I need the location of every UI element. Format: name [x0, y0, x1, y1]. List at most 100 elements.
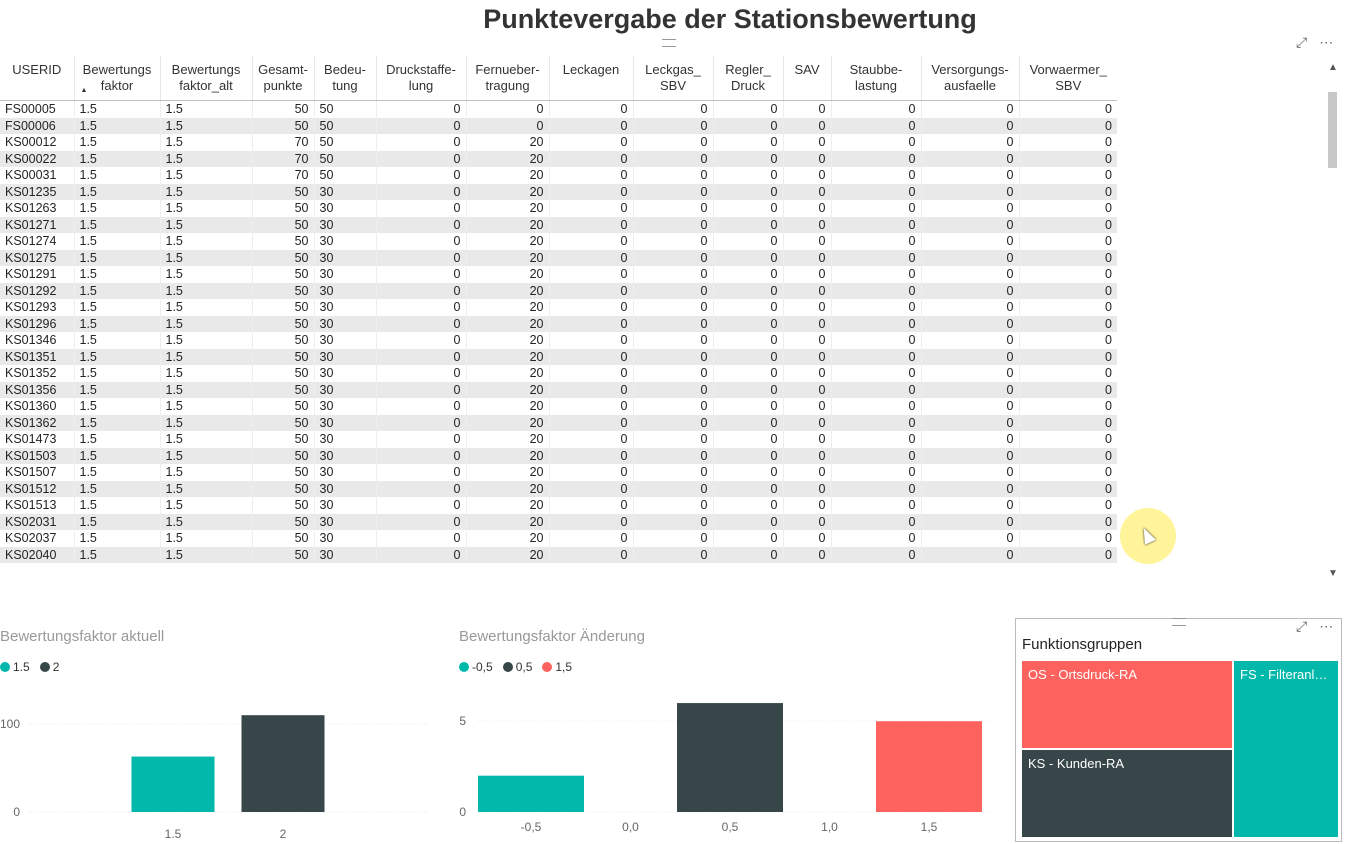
- legend-item[interactable]: -0,5: [459, 660, 493, 674]
- table-row[interactable]: KS02040 1.5 1.5 50 30 0 20 0 0 0 0 0 0 0: [0, 546, 1117, 563]
- table-cell-regler: 0: [712, 464, 783, 481]
- table-row[interactable]: FS00006 1.5 1.5 50 50 0 0 0 0 0 0 0 0 0: [0, 117, 1117, 134]
- table-cell-leck: 0: [548, 299, 633, 316]
- focus-mode-icon[interactable]: ⤢: [1296, 34, 1308, 50]
- table-row[interactable]: KS01507 1.5 1.5 50 30 0 20 0 0 0 0 0 0 0: [0, 464, 1117, 481]
- table-row[interactable]: KS01473 1.5 1.5 50 30 0 20 0 0 0 0 0 0 0: [0, 431, 1117, 448]
- treemap-cell-fs[interactable]: FS - Filteranlagen: [1234, 661, 1338, 837]
- table-row[interactable]: KS01274 1.5 1.5 50 30 0 20 0 0 0 0 0 0 0: [0, 233, 1117, 250]
- table-row[interactable]: KS00022 1.5 1.5 70 50 0 20 0 0 0 0 0 0 0: [0, 150, 1117, 167]
- column-header-bf[interactable]: Bewertungs faktor ▲: [73, 56, 160, 101]
- scroll-up-icon[interactable]: ▲: [1328, 62, 1338, 73]
- column-header-ges[interactable]: Gesamt- punkte: [251, 56, 314, 101]
- column-header-bed[interactable]: Bedeu- tung: [313, 56, 376, 101]
- table-cell-leck: 0: [548, 480, 633, 497]
- table-row[interactable]: KS01352 1.5 1.5 50 30 0 20 0 0 0 0 0 0 0: [0, 365, 1117, 382]
- column-header-fern[interactable]: Fernueber- tragung: [465, 56, 549, 101]
- table-cell-bfalt: 1.5: [159, 414, 252, 431]
- table-cell-vers: 0: [920, 266, 1019, 283]
- column-header-userid[interactable]: USERID: [0, 56, 74, 101]
- table-cell-bed: 50: [313, 167, 376, 184]
- table-row[interactable]: KS01263 1.5 1.5 50 30 0 20 0 0 0 0 0 0 0: [0, 200, 1117, 217]
- table-row[interactable]: KS01291 1.5 1.5 50 30 0 20 0 0 0 0 0 0 0: [0, 266, 1117, 283]
- table-row[interactable]: KS00012 1.5 1.5 70 50 0 20 0 0 0 0 0 0 0: [0, 134, 1117, 151]
- legend-item[interactable]: 0,5: [502, 660, 532, 674]
- table-cell-ges: 50: [251, 282, 314, 299]
- table-row[interactable]: KS01351 1.5 1.5 50 30 0 20 0 0 0 0 0 0 0: [0, 348, 1117, 365]
- table-row[interactable]: FS00005 1.5 1.5 50 50 0 0 0 0 0 0 0 0 0: [0, 100, 1117, 118]
- table-row[interactable]: KS01503 1.5 1.5 50 30 0 20 0 0 0 0 0 0 0: [0, 447, 1117, 464]
- table-cell-sav: 0: [782, 497, 831, 514]
- table-cell-leckgas: 0: [632, 480, 713, 497]
- table-drag-handle[interactable]: [662, 39, 676, 47]
- legend-label: 1,5: [555, 660, 573, 674]
- table-row[interactable]: KS01360 1.5 1.5 50 30 0 20 0 0 0 0 0 0 0: [0, 398, 1117, 415]
- table-cell-bed: 30: [313, 530, 376, 547]
- table-row[interactable]: KS01512 1.5 1.5 50 30 0 20 0 0 0 0 0 0 0: [0, 480, 1117, 497]
- legend-item[interactable]: 1,5: [542, 660, 572, 674]
- table-cell-fern: 20: [465, 249, 549, 266]
- table-cell-leck: 0: [548, 150, 633, 167]
- table-cell-leckgas: 0: [632, 134, 713, 151]
- legend-item[interactable]: 1.5: [0, 660, 30, 674]
- bar-1.5[interactable]: [131, 756, 215, 812]
- table-row[interactable]: KS01271 1.5 1.5 50 30 0 20 0 0 0 0 0 0 0: [0, 216, 1117, 233]
- table-cell-druck: 0: [375, 134, 466, 151]
- column-header-bfalt[interactable]: Bewertungs faktor_alt: [159, 56, 252, 101]
- table-scrollbar[interactable]: ▲ ▼: [1326, 62, 1340, 582]
- table-cell-regler: 0: [712, 332, 783, 349]
- column-header-leck[interactable]: Leckagen: [548, 56, 633, 101]
- table-cell-fern: 20: [465, 200, 549, 217]
- table-row[interactable]: KS01513 1.5 1.5 50 30 0 20 0 0 0 0 0 0 0: [0, 497, 1117, 514]
- column-header-vorw[interactable]: Vorwaermer_ SBV: [1018, 56, 1117, 101]
- table-row[interactable]: KS01362 1.5 1.5 50 30 0 20 0 0 0 0 0 0 0: [0, 414, 1117, 431]
- table-cell-regler: 0: [712, 117, 783, 134]
- table-cell-vers: 0: [920, 530, 1019, 547]
- table-cell-bfalt: 1.5: [159, 200, 252, 217]
- table-row[interactable]: KS00031 1.5 1.5 70 50 0 20 0 0 0 0 0 0 0: [0, 167, 1117, 184]
- treemap-cell-ks[interactable]: KS - Kunden-RA: [1022, 750, 1232, 837]
- table-cell-fern: 20: [465, 480, 549, 497]
- column-header-sav[interactable]: SAV: [782, 56, 831, 101]
- table-row[interactable]: KS01275 1.5 1.5 50 30 0 20 0 0 0 0 0 0 0: [0, 249, 1117, 266]
- table-row[interactable]: KS01356 1.5 1.5 50 30 0 20 0 0 0 0 0 0 0: [0, 381, 1117, 398]
- table-cell-leckgas: 0: [632, 546, 713, 563]
- scroll-down-icon[interactable]: ▼: [1328, 568, 1338, 579]
- bar-1,5[interactable]: [876, 721, 982, 812]
- column-header-leckgas[interactable]: Leckgas_ SBV: [632, 56, 713, 101]
- bar--0,5[interactable]: [478, 775, 584, 812]
- table-cell-bf: 1.5: [73, 398, 160, 415]
- table-cell-leckgas: 0: [632, 348, 713, 365]
- table-cell-bed: 30: [313, 480, 376, 497]
- table-row[interactable]: KS02037 1.5 1.5 50 30 0 20 0 0 0 0 0 0 0: [0, 530, 1117, 547]
- table-cell-vorw: 0: [1018, 315, 1117, 332]
- treemap-drag-handle[interactable]: [1172, 618, 1186, 626]
- focus-mode-icon[interactable]: ⤢: [1296, 618, 1308, 634]
- treemap-cell-os[interactable]: OS - Ortsdruck-RA: [1022, 661, 1232, 748]
- table-cell-regler: 0: [712, 134, 783, 151]
- table-row[interactable]: KS01296 1.5 1.5 50 30 0 20 0 0 0 0 0 0 0: [0, 315, 1117, 332]
- column-header-staub[interactable]: Staubbe- lastung: [830, 56, 921, 101]
- scroll-thumb[interactable]: [1328, 92, 1337, 168]
- table-cell-sav: 0: [782, 381, 831, 398]
- table-row[interactable]: KS02031 1.5 1.5 50 30 0 20 0 0 0 0 0 0 0: [0, 513, 1117, 530]
- table-row[interactable]: KS01292 1.5 1.5 50 30 0 20 0 0 0 0 0 0 0: [0, 282, 1117, 299]
- table-cell-bfalt: 1.5: [159, 431, 252, 448]
- table-cell-bed: 30: [313, 282, 376, 299]
- bar-0,5[interactable]: [677, 703, 783, 812]
- sort-ascending-icon[interactable]: ▲: [80, 87, 88, 94]
- table-cell-vorw: 0: [1018, 332, 1117, 349]
- table-row[interactable]: KS01235 1.5 1.5 50 30 0 20 0 0 0 0 0 0 0: [0, 183, 1117, 200]
- table-cell-leckgas: 0: [632, 381, 713, 398]
- more-options-icon[interactable]: ⋯: [1319, 618, 1334, 634]
- table-row[interactable]: KS01346 1.5 1.5 50 30 0 20 0 0 0 0 0 0 0: [0, 332, 1117, 349]
- column-header-vers[interactable]: Versorgungs- ausfaelle: [920, 56, 1019, 101]
- column-header-regler[interactable]: Regler_ Druck: [712, 56, 783, 101]
- bar-2[interactable]: [241, 715, 325, 812]
- table-cell-vers: 0: [920, 200, 1019, 217]
- legend-item[interactable]: 2: [39, 660, 59, 674]
- table-row[interactable]: KS01293 1.5 1.5 50 30 0 20 0 0 0 0 0 0 0: [0, 299, 1117, 316]
- table-cell-regler: 0: [712, 200, 783, 217]
- column-header-druck[interactable]: Druckstaffe- lung: [375, 56, 466, 101]
- more-options-icon[interactable]: ⋯: [1319, 34, 1334, 50]
